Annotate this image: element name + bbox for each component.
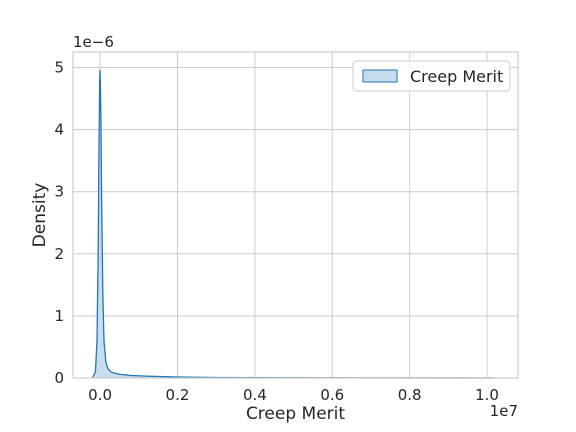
grid bbox=[73, 52, 518, 379]
x-tick-label: 0.8 bbox=[398, 386, 422, 404]
x-tick-label: 0.6 bbox=[320, 386, 344, 404]
plot-area-layer bbox=[91, 69, 495, 379]
x-tick-label: 0.0 bbox=[88, 386, 112, 404]
y-tick-label: 1 bbox=[54, 307, 64, 325]
y-tick-label: 5 bbox=[54, 59, 64, 77]
y-ticks: 0 1 2 3 4 5 bbox=[54, 59, 64, 387]
plot-frame bbox=[72, 51, 519, 379]
x-tick-label: 1.0 bbox=[475, 386, 499, 404]
x-tick-label: 0.4 bbox=[243, 386, 267, 404]
x-axis-label: Creep Merit bbox=[246, 404, 345, 424]
x-ticks: 0.0 0.2 0.4 0.6 0.8 1.0 bbox=[88, 386, 499, 404]
density-line bbox=[91, 69, 495, 379]
y-tick-label: 3 bbox=[54, 183, 64, 201]
y-axis-label: Density bbox=[30, 183, 50, 248]
legend-swatch bbox=[362, 69, 398, 83]
x-offset-text: 1e7 bbox=[490, 402, 518, 420]
density-area bbox=[92, 70, 495, 378]
y-offset-text: 1e−6 bbox=[73, 33, 114, 51]
legend: Creep Merit bbox=[352, 60, 511, 92]
legend-box bbox=[352, 60, 511, 92]
y-tick-label: 0 bbox=[54, 369, 64, 387]
legend-label: Creep Merit bbox=[410, 67, 503, 86]
x-tick-label: 0.2 bbox=[166, 386, 190, 404]
y-tick-label: 2 bbox=[54, 245, 64, 263]
y-tick-label: 4 bbox=[54, 121, 64, 139]
